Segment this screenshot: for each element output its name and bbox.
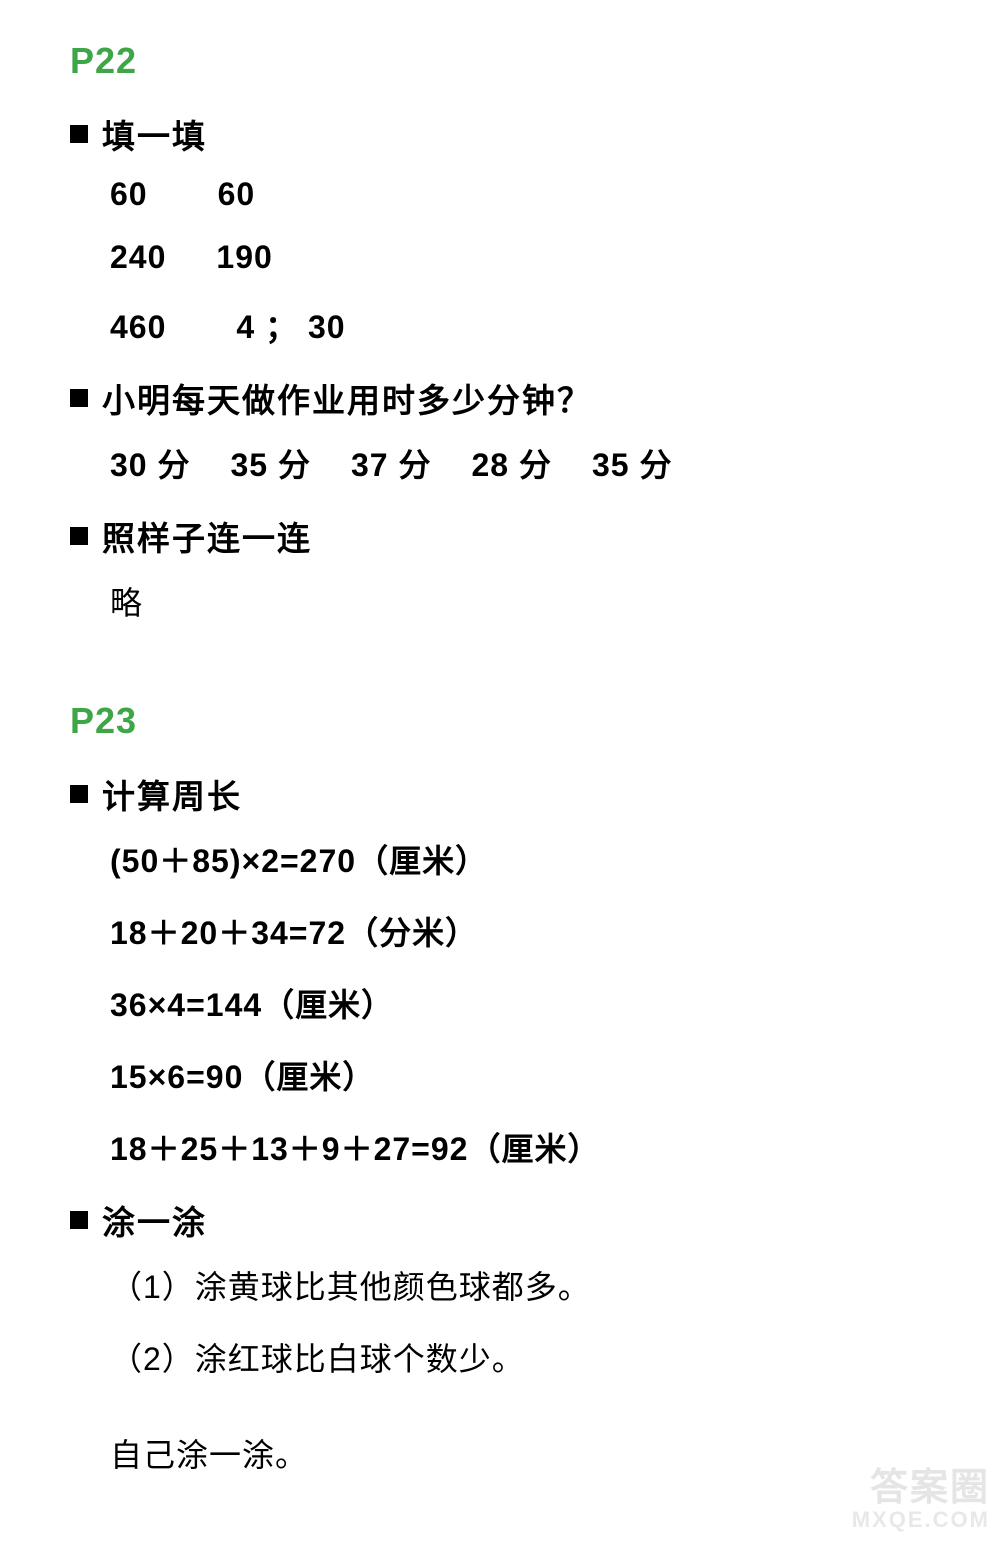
answer-line: 30 分 35 分 37 分 28 分 35 分 — [110, 440, 950, 486]
section-header: 涂一涂 — [70, 1196, 950, 1244]
section-homework-time: 小明每天做作业用时多少分钟？ 30 分 35 分 37 分 28 分 35 分 — [70, 374, 950, 486]
answer-part: 35 分 — [231, 447, 312, 483]
section-fill-blanks: 填一填 60 60 240 190 460 4 ； 30 — [70, 110, 950, 348]
answer-part: 460 — [110, 309, 166, 345]
answer-part: 4 ； 30 — [236, 309, 345, 345]
answer-line: （1）涂黄球比其他颜色球都多。 — [110, 1262, 950, 1308]
answer-part: 30 分 — [110, 447, 191, 483]
answer-line: 18＋25＋13＋9＋27=92（厘米） — [110, 1124, 950, 1170]
section-header: 计算周长 — [70, 770, 950, 818]
answer-part: 240 — [110, 239, 166, 275]
answer-line: (50＋85)×2=270（厘米） — [110, 836, 950, 882]
answer-part: 略 — [110, 585, 143, 621]
section-title: 计算周长 — [102, 770, 242, 818]
answer-part: 35 分 — [592, 447, 673, 483]
trailing-note: 自己涂一涂。 — [110, 1430, 950, 1476]
page-label-p22: P22 — [70, 40, 950, 82]
section-title: 涂一涂 — [102, 1196, 207, 1244]
answer-part: 28 分 — [472, 447, 553, 483]
section-color: 涂一涂 （1）涂黄球比其他颜色球都多。 （2）涂红球比白球个数少。 自己涂一涂。 — [70, 1196, 950, 1476]
answer-line: 15×6=90（厘米） — [110, 1052, 950, 1098]
answer-part: 37 分 — [351, 447, 432, 483]
section-header: 小明每天做作业用时多少分钟？ — [70, 374, 950, 422]
answer-part: 60 — [218, 176, 256, 212]
square-bullet-icon — [70, 389, 88, 407]
answer-line: 460 4 ； 30 — [110, 302, 950, 348]
square-bullet-icon — [70, 527, 88, 545]
answer-line: 60 60 — [110, 176, 950, 213]
answer-part: 190 — [216, 239, 272, 275]
answer-line: 36×4=144（厘米） — [110, 980, 950, 1026]
document-page: P22 填一填 60 60 240 190 460 4 ； 30 小明每天做作业用时多… — [0, 0, 1000, 1542]
section-title: 填一填 — [102, 110, 207, 158]
square-bullet-icon — [70, 785, 88, 803]
section-header: 照样子连一连 — [70, 512, 950, 560]
section-connect: 照样子连一连 略 — [70, 512, 950, 624]
answer-line: 240 190 — [110, 239, 950, 276]
page-label-p23: P23 — [70, 700, 950, 742]
section-title: 小明每天做作业用时多少分钟？ — [102, 374, 592, 422]
section-perimeter: 计算周长 (50＋85)×2=270（厘米） 18＋20＋34=72（分米） 3… — [70, 770, 950, 1170]
square-bullet-icon — [70, 1211, 88, 1229]
section-title: 照样子连一连 — [102, 512, 312, 560]
answer-part: 60 — [110, 176, 148, 212]
answer-line: 18＋20＋34=72（分米） — [110, 908, 950, 954]
answer-line: （2）涂红球比白球个数少。 — [110, 1334, 950, 1380]
square-bullet-icon — [70, 125, 88, 143]
answer-line: 略 — [110, 578, 950, 624]
section-header: 填一填 — [70, 110, 950, 158]
